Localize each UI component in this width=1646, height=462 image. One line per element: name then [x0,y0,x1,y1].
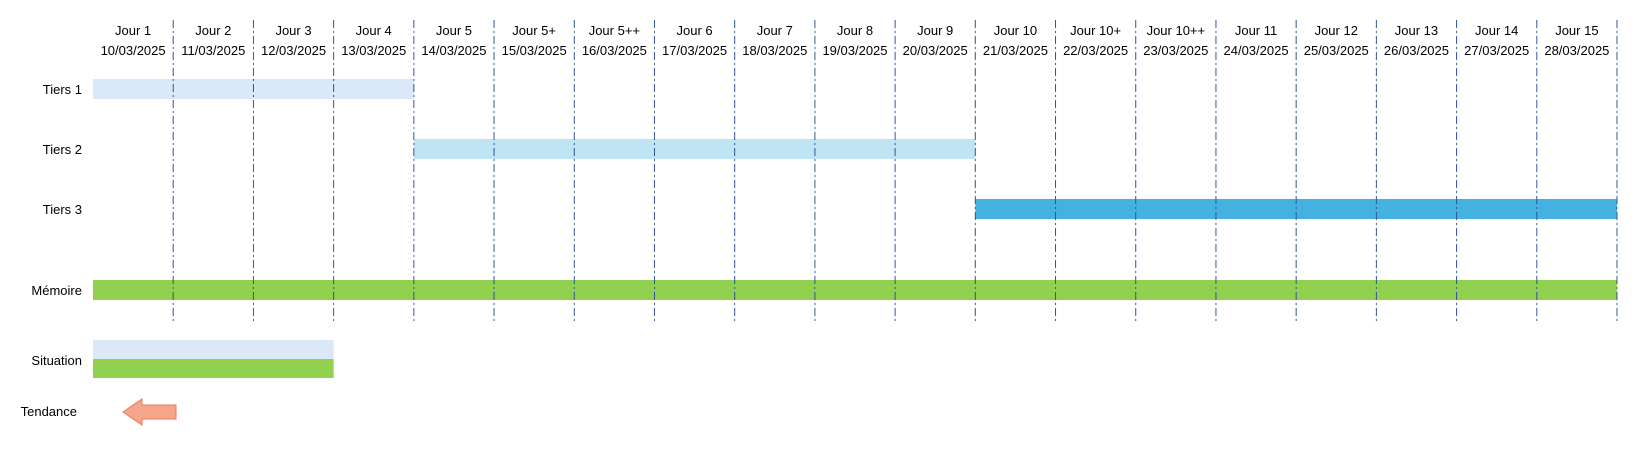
column-day-label: Jour 2 [195,23,231,38]
column-date-label: 24/03/2025 [1224,43,1289,58]
column-day-label: Jour 10+ [1070,23,1121,38]
column-day-label: Jour 1 [115,23,151,38]
column-date-label: 13/03/2025 [341,43,406,58]
gridlines [172,20,1618,322]
column-day-label: Jour 10 [994,23,1037,38]
situation-bar [93,340,334,359]
column-date-label: 12/03/2025 [261,43,326,58]
row-label: Mémoire [31,283,82,298]
tendance-arrow-icon [122,398,177,426]
tendance-label: Tendance [21,404,77,419]
column-day-label: Jour 14 [1475,23,1518,38]
column-date-label: 11/03/2025 [181,43,245,58]
row-label: Tiers 2 [43,142,82,157]
column-day-label: Jour 5++ [589,23,640,38]
column-day-label: Jour 8 [837,23,873,38]
row-labels: Tiers 1 Tiers 2 Tiers 3 Mémoire [31,82,82,298]
row-label: Tiers 1 [43,82,82,97]
column-date-label: 10/03/2025 [101,43,166,58]
gantt-bar [93,280,1617,300]
column-date-label: 25/03/2025 [1304,43,1369,58]
column-date-label: 15/03/2025 [502,43,567,58]
column-day-label: Jour 11 [1235,23,1277,38]
situation-label: Situation [31,353,82,368]
column-day-label: Jour 5+ [512,23,556,38]
column-date-label: 22/03/2025 [1063,43,1128,58]
column-date-label: 19/03/2025 [822,43,887,58]
column-headers: Jour 1 10/03/2025 Jour 2 11/03/2025 Jour 3 12… [101,23,1610,58]
column-date-label: 28/03/2025 [1544,43,1609,58]
column-date-label: 27/03/2025 [1464,43,1529,58]
column-day-label: Jour 12 [1315,23,1358,38]
row-label: Tiers 3 [43,202,82,217]
column-day-label: Jour 7 [757,23,793,38]
column-date-label: 18/03/2025 [742,43,807,58]
column-date-label: 14/03/2025 [421,43,486,58]
column-date-label: 21/03/2025 [983,43,1048,58]
column-day-label: Jour 3 [275,23,311,38]
column-date-label: 23/03/2025 [1143,43,1208,58]
column-date-label: 26/03/2025 [1384,43,1449,58]
bars-layer [93,79,1617,300]
gantt-bar [413,139,976,159]
situation-tendance: Situation Tendance [21,340,334,426]
column-day-label: Jour 15 [1555,23,1598,38]
column-day-label: Jour 5 [436,23,472,38]
column-date-label: 16/03/2025 [582,43,647,58]
column-date-label: 17/03/2025 [662,43,727,58]
column-day-label: Jour 13 [1395,23,1438,38]
situation-bar [93,359,334,378]
column-day-label: Jour 4 [356,23,392,38]
column-date-label: 20/03/2025 [903,43,968,58]
column-day-label: Jour 6 [677,23,713,38]
column-day-label: Jour 10++ [1147,23,1206,38]
column-day-label: Jour 9 [917,23,953,38]
